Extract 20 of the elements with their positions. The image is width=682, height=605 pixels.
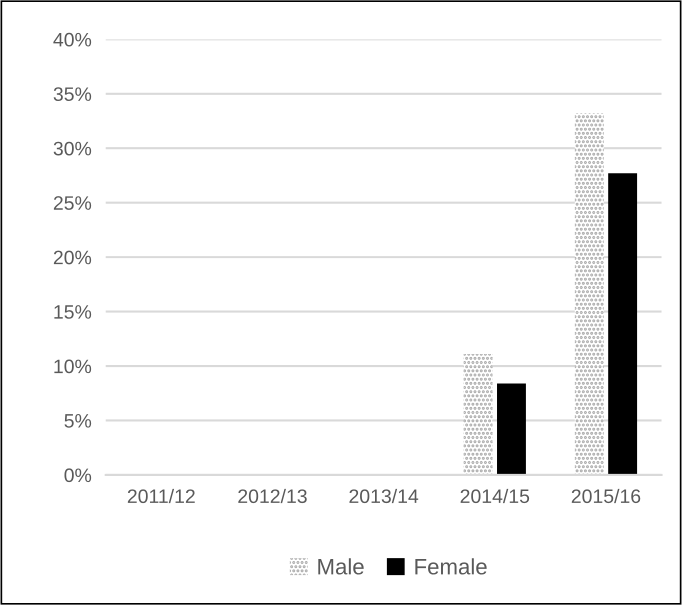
bar — [574, 113, 604, 475]
x-tick-label: 2011/12 — [128, 488, 195, 504]
x-tick-label: 2015/16 — [572, 488, 640, 504]
y-tick-label: 40% — [53, 32, 92, 47]
y-tick-label: 15% — [54, 305, 92, 319]
y-tick-label: 35% — [54, 87, 92, 102]
bar — [464, 354, 493, 475]
y-tick-label: 25% — [54, 196, 92, 210]
x-tick-label: 2012/13 — [238, 488, 307, 504]
bar — [497, 383, 526, 475]
y-tick-label: 20% — [54, 250, 92, 264]
legend-label: Female — [415, 558, 487, 575]
y-tick-label: 30% — [54, 142, 92, 156]
x-tick-label: 2013/14 — [349, 488, 418, 504]
x-tick-label: 2014/15 — [460, 488, 530, 504]
bar — [608, 173, 638, 475]
legend-label: Male — [318, 558, 364, 575]
y-tick-label: 5% — [64, 414, 92, 428]
y-tick-label: 0% — [64, 468, 92, 482]
y-tick-label: 10% — [54, 359, 92, 374]
